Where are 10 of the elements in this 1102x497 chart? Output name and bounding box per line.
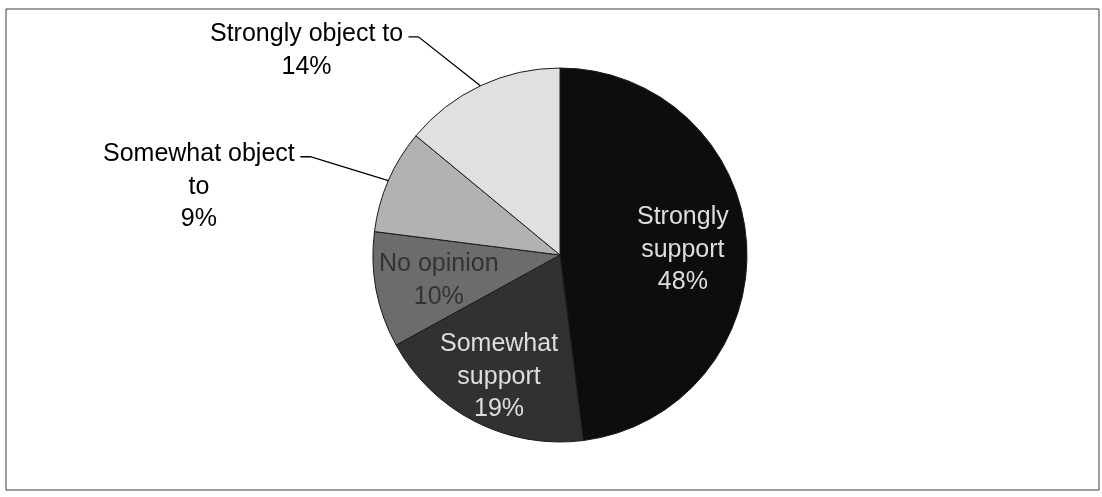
slice-label: Somewhat support [440, 328, 559, 389]
data-label: 14% [281, 50, 332, 79]
slice-label: Strongly object to [210, 18, 404, 46]
data-label: 48% [657, 266, 708, 294]
slice-label: Somewhat object to [103, 138, 295, 199]
slice-label: Strongly support [637, 201, 730, 262]
data-label: 19% [474, 393, 525, 421]
data-label: 10% [413, 280, 464, 309]
slice-label: No opinion [379, 248, 499, 276]
data-label: 9% [180, 203, 217, 231]
